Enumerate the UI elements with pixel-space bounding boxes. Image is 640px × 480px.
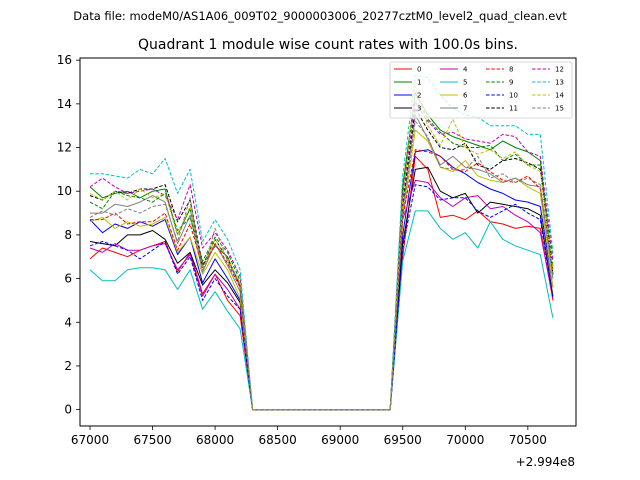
legend-label: 3	[417, 105, 421, 113]
x-offset-label: +2.994e8	[516, 455, 575, 469]
legend-label: 13	[555, 79, 564, 87]
legend-label: 8	[509, 66, 513, 74]
series-line-8	[90, 149, 554, 411]
x-tick-label: 68500	[259, 433, 297, 447]
series-line-10	[89, 184, 554, 411]
x-tick-label: 69500	[384, 433, 422, 447]
legend-label: 9	[509, 79, 513, 87]
series-line-7	[90, 114, 554, 411]
legend-label: 14	[555, 92, 564, 100]
y-tick-label: 12	[57, 141, 72, 155]
series-line-6	[89, 129, 554, 411]
x-tick-label: 70500	[509, 433, 547, 447]
series-line-1	[89, 92, 554, 411]
series-line-3	[89, 166, 554, 411]
y-tick-label: 16	[57, 53, 72, 67]
legend-label: 10	[509, 92, 518, 100]
legend-label: 12	[555, 66, 564, 74]
x-tick-label: 67000	[71, 433, 109, 447]
x-tick-label: 68000	[196, 433, 234, 447]
x-tick-label: 70000	[446, 433, 484, 447]
legend-label: 0	[417, 66, 421, 74]
x-axis: 67000 67500 68000 68500 69000 69500 70000 70500	[71, 426, 547, 447]
legend-label: 15	[555, 105, 564, 113]
series-line-12	[89, 101, 554, 411]
legend-label: 6	[463, 92, 468, 100]
series-line-0	[89, 155, 554, 411]
y-tick-label: 4	[64, 315, 72, 329]
series-line-13	[90, 75, 554, 411]
chart-title: Quadrant 1 module wise count rates with …	[138, 37, 518, 53]
legend-box	[389, 61, 573, 119]
legend-label: 1	[417, 79, 421, 87]
legend-label: 11	[509, 105, 518, 113]
legend-label: 4	[463, 66, 468, 74]
legend-label: 5	[463, 79, 467, 87]
x-tick-label: 69000	[321, 433, 359, 447]
plot-lines	[89, 75, 554, 411]
legend-label: 2	[417, 92, 421, 100]
y-axis: 0 2 4 6 8 10 12 14 16	[57, 53, 80, 417]
plot-frame	[79, 57, 577, 427]
series-line-15	[89, 120, 554, 411]
series-line-9	[89, 92, 554, 411]
y-tick-label: 10	[57, 184, 72, 198]
y-tick-label: 0	[64, 403, 72, 417]
y-tick-label: 2	[64, 359, 72, 373]
series-line-11	[89, 107, 554, 411]
series-line-4	[89, 179, 554, 411]
x-tick-label: 67500	[133, 433, 171, 447]
series-line-2	[89, 149, 554, 411]
legend-label: 7	[463, 105, 467, 113]
y-tick-label: 14	[57, 97, 72, 111]
y-tick-label: 6	[64, 272, 72, 286]
series-line-14	[89, 85, 554, 411]
y-tick-label: 8	[64, 228, 72, 242]
data-file-label: Data file: modeM0/AS1A06_009T02_90000030…	[73, 9, 567, 23]
series-line-5	[89, 210, 554, 411]
